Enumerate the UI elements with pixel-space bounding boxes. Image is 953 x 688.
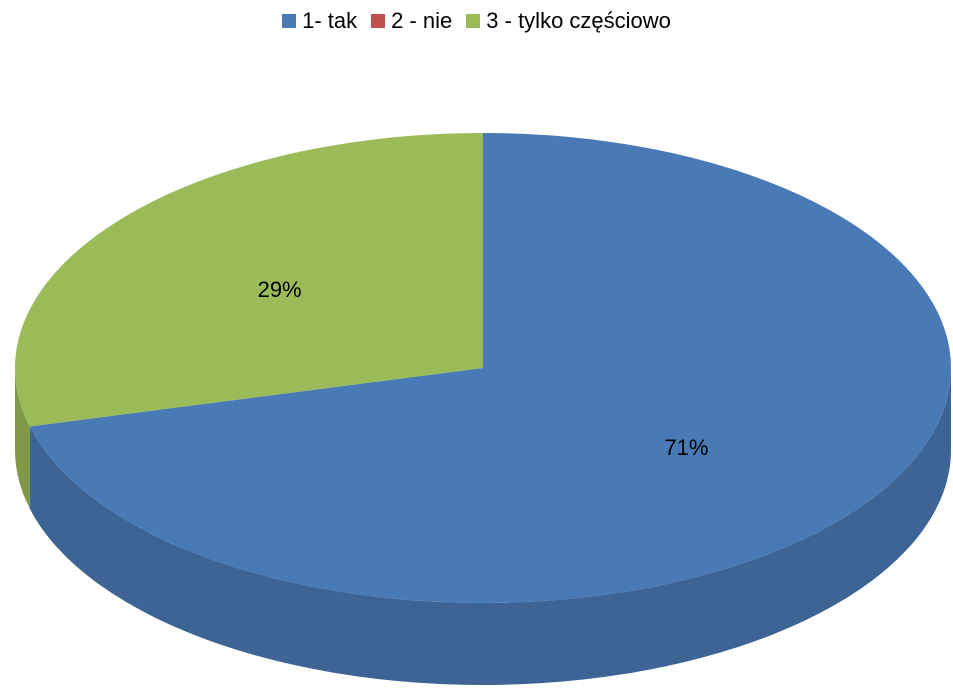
pie-slice-tak xyxy=(29,133,952,603)
legend-label-czesciowo: 3 - tylko częściowo xyxy=(486,8,671,33)
pie-data-labels: 71% 29% xyxy=(258,277,709,460)
legend-label-tak: 1- tak xyxy=(302,8,358,33)
pie-side-tak xyxy=(29,368,952,686)
data-label-tak: 71% xyxy=(664,435,708,460)
pie-top-faces xyxy=(14,133,952,603)
pie-side-czesciowo xyxy=(15,368,30,509)
pie-side-walls xyxy=(15,368,952,686)
legend-item-tak: 1- tak xyxy=(282,8,357,34)
legend-item-nie: 2 - nie xyxy=(371,8,452,34)
chart-legend: 1- tak 2 - nie 3 - tylko częściowo xyxy=(0,8,953,34)
legend-label-nie: 2 - nie xyxy=(391,8,453,33)
legend-swatch-nie xyxy=(371,14,386,28)
pie-slice-czesciowo xyxy=(14,133,484,427)
data-label-czesciowo: 29% xyxy=(258,277,302,302)
legend-item-czesciowo: 3 - tylko częściowo xyxy=(466,8,671,34)
legend-swatch-czesciowo xyxy=(466,14,481,28)
legend-swatch-tak xyxy=(282,14,297,28)
